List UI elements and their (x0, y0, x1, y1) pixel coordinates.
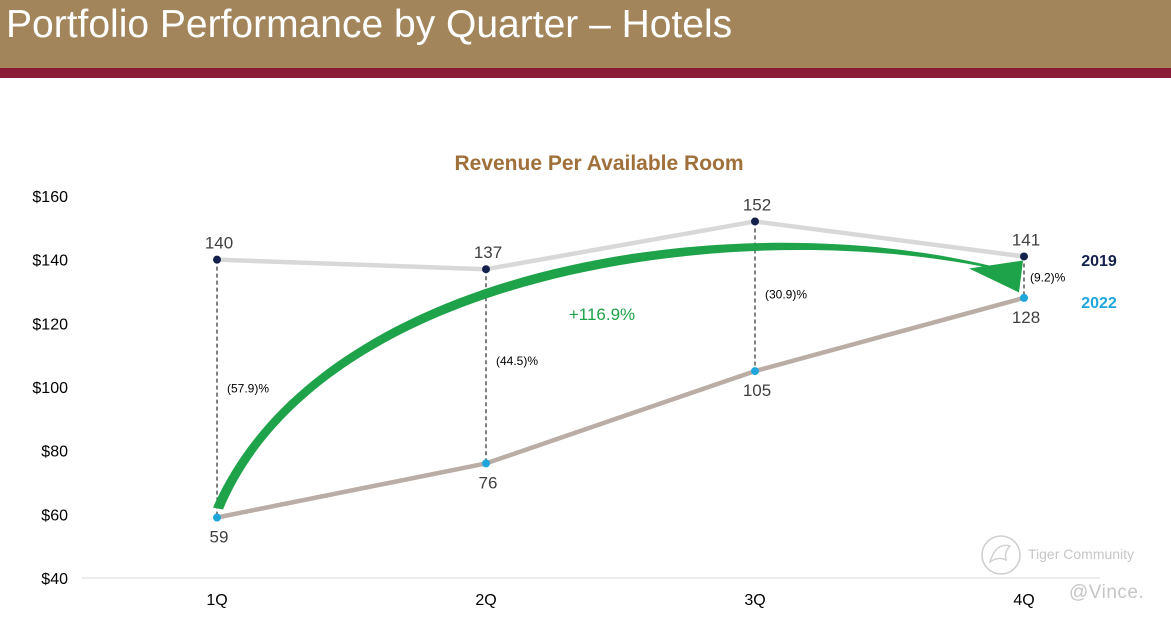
y-tick-label: $80 (41, 444, 68, 461)
y-tick-label: $40 (41, 571, 68, 588)
chart-title: Revenue Per Available Room (454, 152, 743, 175)
x-tick-label: 4Q (1013, 592, 1034, 609)
x-tick-label: 2Q (475, 592, 496, 609)
series-label-2022: 2022 (1081, 295, 1117, 312)
tiger-logo-icon (981, 535, 1021, 575)
series-line-2019 (216, 219, 1025, 272)
growth-arrow (213, 242, 1009, 510)
gap-label: (44.5)% (496, 354, 538, 368)
growth-label: +116.9% (569, 305, 635, 324)
watermark-handle: @Vince. (1069, 582, 1145, 603)
growth-arrow-head (969, 260, 1023, 293)
data-point-2019 (751, 217, 759, 226)
data-point-2022 (213, 513, 221, 522)
gap-label: (9.2)% (1030, 270, 1066, 284)
data-point-2022 (751, 367, 759, 376)
y-tick-label: $140 (32, 253, 68, 270)
gap-label: (30.9)% (765, 287, 807, 301)
series-label-2019: 2019 (1081, 253, 1117, 270)
y-tick-label: $100 (32, 380, 68, 397)
data-label-2022: 59 (210, 528, 229, 547)
data-label-2022: 105 (743, 381, 771, 400)
watermark-brand: Tiger Community (1028, 546, 1135, 562)
series-line-2022 (216, 295, 1025, 520)
data-label-2022: 76 (479, 473, 498, 492)
data-label-2019: 137 (474, 243, 502, 262)
watermark: Tiger Community (980, 534, 1155, 575)
data-point-2022 (1020, 293, 1028, 302)
data-label-2019: 152 (743, 195, 771, 214)
y-tick-label: $60 (41, 507, 68, 524)
data-label-2019: 141 (1012, 230, 1040, 249)
data-point-2019 (482, 265, 490, 274)
data-point-2019 (213, 255, 221, 264)
x-tick-label: 3Q (744, 592, 765, 609)
data-point-2019 (1020, 252, 1028, 261)
y-tick-label: $120 (32, 316, 68, 333)
x-tick-label: 1Q (206, 592, 227, 609)
page-title: Portfolio Performance by Quarter – Hotel… (6, 3, 733, 46)
header-bar: Portfolio Performance by Quarter – Hotel… (0, 0, 1171, 68)
data-label-2022: 128 (1012, 308, 1040, 327)
header-stripe (0, 68, 1171, 78)
data-point-2022 (482, 459, 490, 468)
data-label-2019: 140 (205, 234, 233, 253)
y-tick-label: $160 (32, 189, 68, 206)
gap-label: (57.9)% (227, 382, 269, 396)
